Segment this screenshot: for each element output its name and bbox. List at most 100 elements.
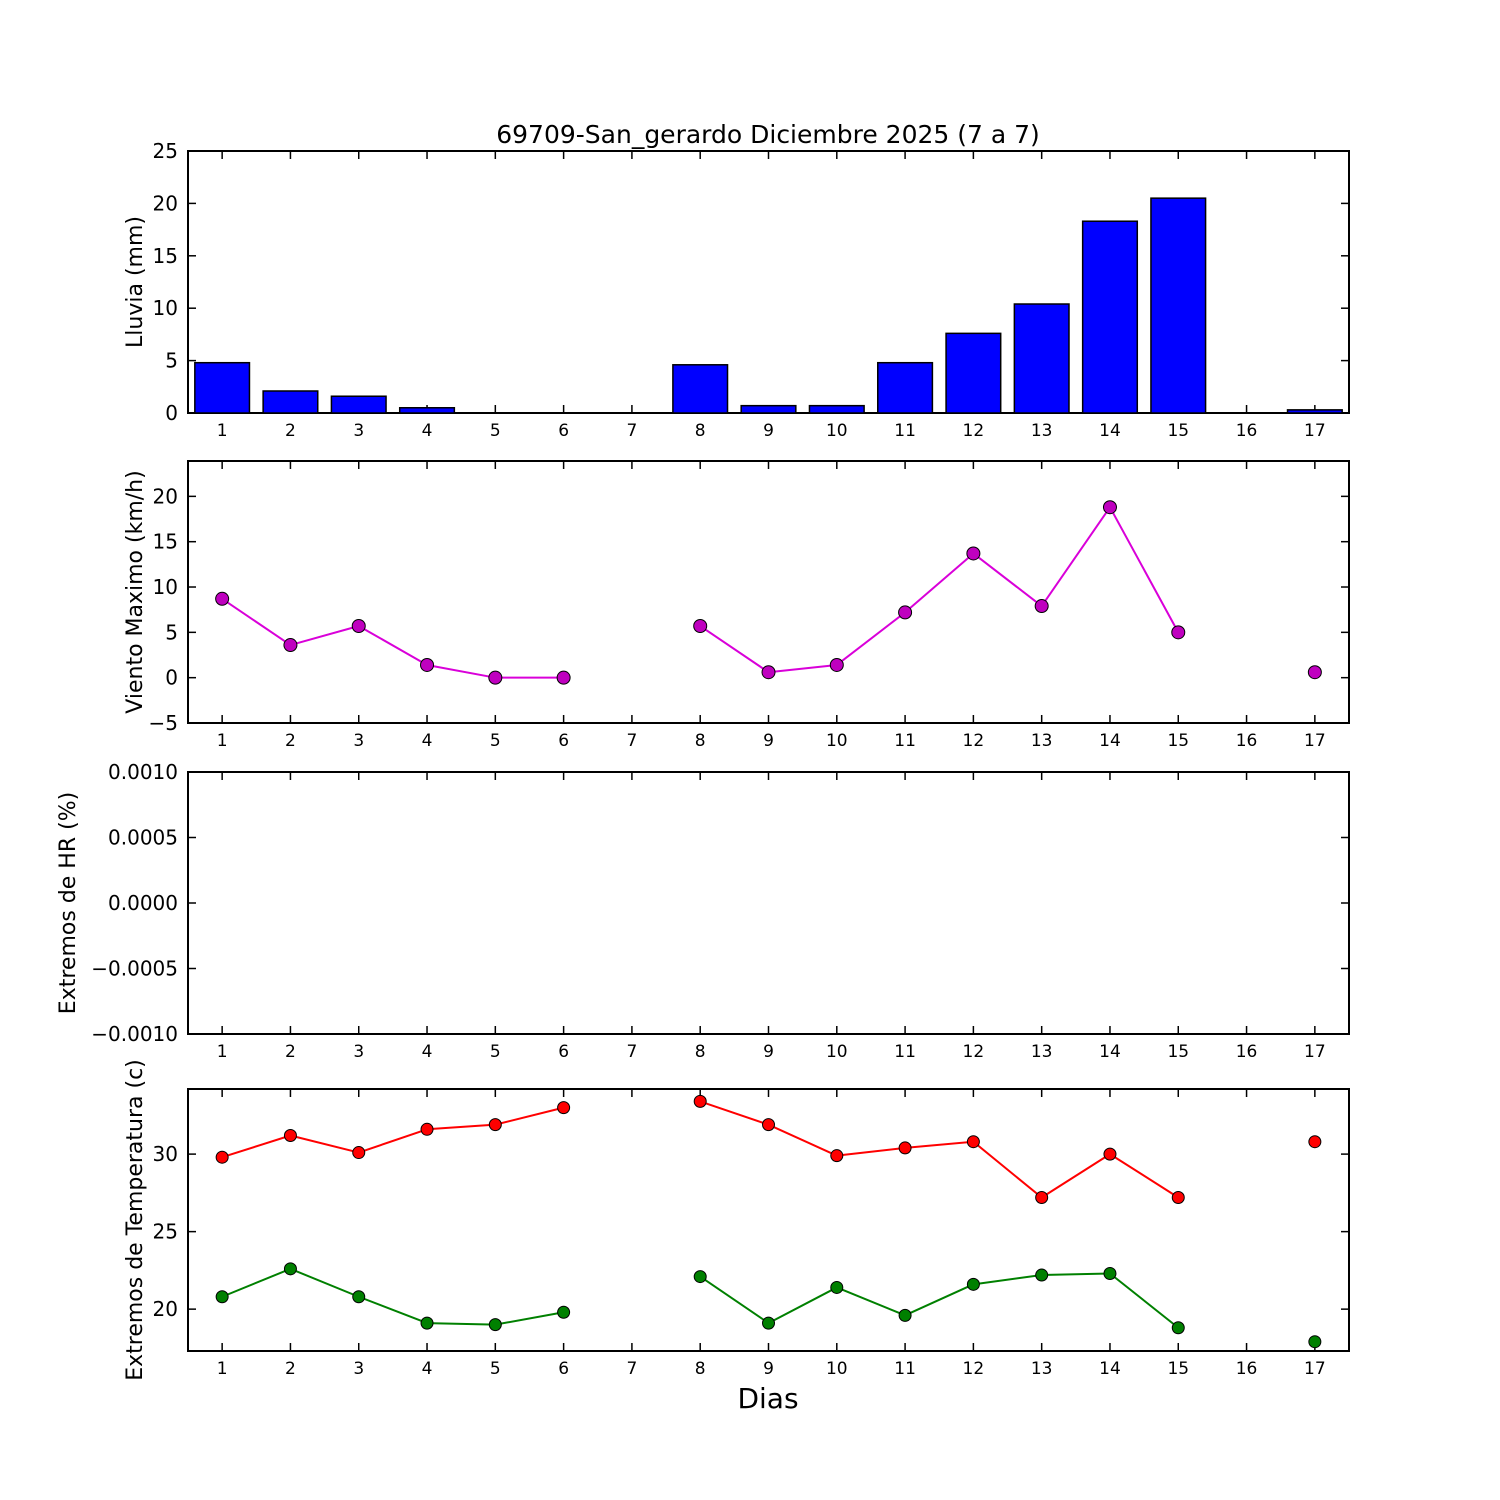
x-tick-label: 2 <box>285 1042 296 1062</box>
temperatura-maxima-point <box>1171 1191 1185 1205</box>
wind-point <box>1034 599 1049 614</box>
x-tick-label: 16 <box>1236 731 1258 751</box>
x-tick-label: 2 <box>285 1359 296 1379</box>
rain-bar <box>1150 197 1207 414</box>
x-tick-label: 3 <box>353 1359 364 1379</box>
y-tick-label: 10 <box>153 575 178 599</box>
y-tick-label: 20 <box>153 484 178 508</box>
x-tick-label: 7 <box>626 1042 637 1062</box>
temperatura-minima-point <box>898 1308 912 1322</box>
y-tick-label: 0 <box>165 666 178 690</box>
x-tick-label: 17 <box>1304 421 1326 441</box>
x-axis-label: Dias <box>737 1382 798 1415</box>
temperatura-maxima-point <box>352 1146 366 1160</box>
y-tick-label: −0.0010 <box>91 1022 178 1046</box>
y-tick-label: 0.0000 <box>108 891 178 915</box>
wind-point <box>420 657 435 672</box>
ylabel-hr: Extremos de HR (%) <box>56 792 81 1014</box>
x-tick-label: 5 <box>490 421 501 441</box>
temperatura-minima-point <box>1308 1335 1322 1349</box>
rain-bar <box>1286 409 1343 414</box>
wind-point <box>1307 665 1322 680</box>
x-tick-label: 12 <box>963 731 985 751</box>
temperatura-minima-point <box>557 1305 571 1319</box>
x-tick-label: 8 <box>695 1359 706 1379</box>
temperatura-minima-point <box>1035 1268 1049 1282</box>
temperatura-minima-point <box>352 1290 366 1304</box>
x-tick-label: 12 <box>963 1359 985 1379</box>
x-tick-label: 4 <box>422 1359 433 1379</box>
x-tick-label: 11 <box>894 421 916 441</box>
rain-bar <box>330 395 387 414</box>
temperatura-minima-point <box>693 1270 707 1284</box>
x-tick-label: 5 <box>490 1359 501 1379</box>
temperatura-maxima-point <box>420 1122 434 1136</box>
x-tick-label: 7 <box>626 421 637 441</box>
x-tick-label: 11 <box>894 731 916 751</box>
wind-point <box>1102 500 1117 515</box>
x-tick-label: 9 <box>763 1359 774 1379</box>
y-tick-label: −0.0005 <box>91 957 178 981</box>
x-tick-label: 13 <box>1031 421 1053 441</box>
x-tick-label: 14 <box>1099 421 1121 441</box>
x-tick-label: 12 <box>963 421 985 441</box>
x-tick-label: 13 <box>1031 731 1053 751</box>
temperatura-maxima-point <box>693 1094 707 1108</box>
rain-bar <box>194 361 251 414</box>
wind-point <box>283 638 298 653</box>
x-tick-label: 8 <box>695 421 706 441</box>
rain-bar <box>808 404 865 414</box>
y-tick-label: 0.0010 <box>108 760 178 784</box>
x-tick-label: 16 <box>1236 421 1258 441</box>
x-tick-label: 9 <box>763 1042 774 1062</box>
x-tick-label: 14 <box>1099 1042 1121 1062</box>
ylabel-temperatura: Extremos de Temperatura (c) <box>123 1059 148 1381</box>
wind-point <box>1171 625 1186 640</box>
y-tick-label: 20 <box>153 191 178 215</box>
x-tick-label: 8 <box>695 731 706 751</box>
x-tick-label: 4 <box>422 1042 433 1062</box>
temperatura-maxima-point <box>1103 1147 1117 1161</box>
temperatura-minima-point <box>1103 1266 1117 1280</box>
temperatura-maxima-line <box>699 1100 1179 1199</box>
y-tick-label: 25 <box>153 139 178 163</box>
x-tick-label: 12 <box>963 1042 985 1062</box>
y-tick-label: 30 <box>153 1142 178 1166</box>
y-tick-label: −5 <box>149 711 178 735</box>
temperatura-maxima-point <box>1308 1135 1322 1149</box>
x-tick-label: 6 <box>558 1359 569 1379</box>
x-tick-label: 15 <box>1167 421 1189 441</box>
x-tick-label: 10 <box>826 421 848 441</box>
wind-point <box>351 618 366 633</box>
temperatura-minima-line <box>221 1267 564 1326</box>
x-tick-label: 4 <box>422 421 433 441</box>
temperatura-minima-point <box>420 1316 434 1330</box>
y-tick-label: 15 <box>153 530 178 554</box>
rain-bar <box>740 404 797 414</box>
rain-bar <box>1013 303 1070 414</box>
x-tick-label: 13 <box>1031 1359 1053 1379</box>
x-tick-label: 6 <box>558 1042 569 1062</box>
x-tick-label: 1 <box>217 1042 228 1062</box>
wind-point <box>693 618 708 633</box>
x-tick-label: 10 <box>826 731 848 751</box>
x-tick-label: 1 <box>217 421 228 441</box>
x-tick-label: 2 <box>285 731 296 751</box>
x-tick-label: 5 <box>490 1042 501 1062</box>
x-tick-label: 15 <box>1167 1359 1189 1379</box>
temperatura-maxima-line <box>221 1106 564 1159</box>
y-tick-label: 10 <box>153 296 178 320</box>
wind-point <box>829 657 844 672</box>
temperatura-maxima-point <box>488 1118 502 1132</box>
wind-point <box>966 546 981 561</box>
rain-bar <box>945 332 1002 414</box>
y-tick-label: 15 <box>153 244 178 268</box>
x-tick-label: 10 <box>826 1042 848 1062</box>
temperatura-minima-point <box>283 1262 297 1276</box>
x-tick-label: 7 <box>626 1359 637 1379</box>
axis-frame <box>187 771 1350 1035</box>
axis-frame <box>187 460 1350 724</box>
x-tick-label: 3 <box>353 421 364 441</box>
x-tick-label: 11 <box>894 1042 916 1062</box>
